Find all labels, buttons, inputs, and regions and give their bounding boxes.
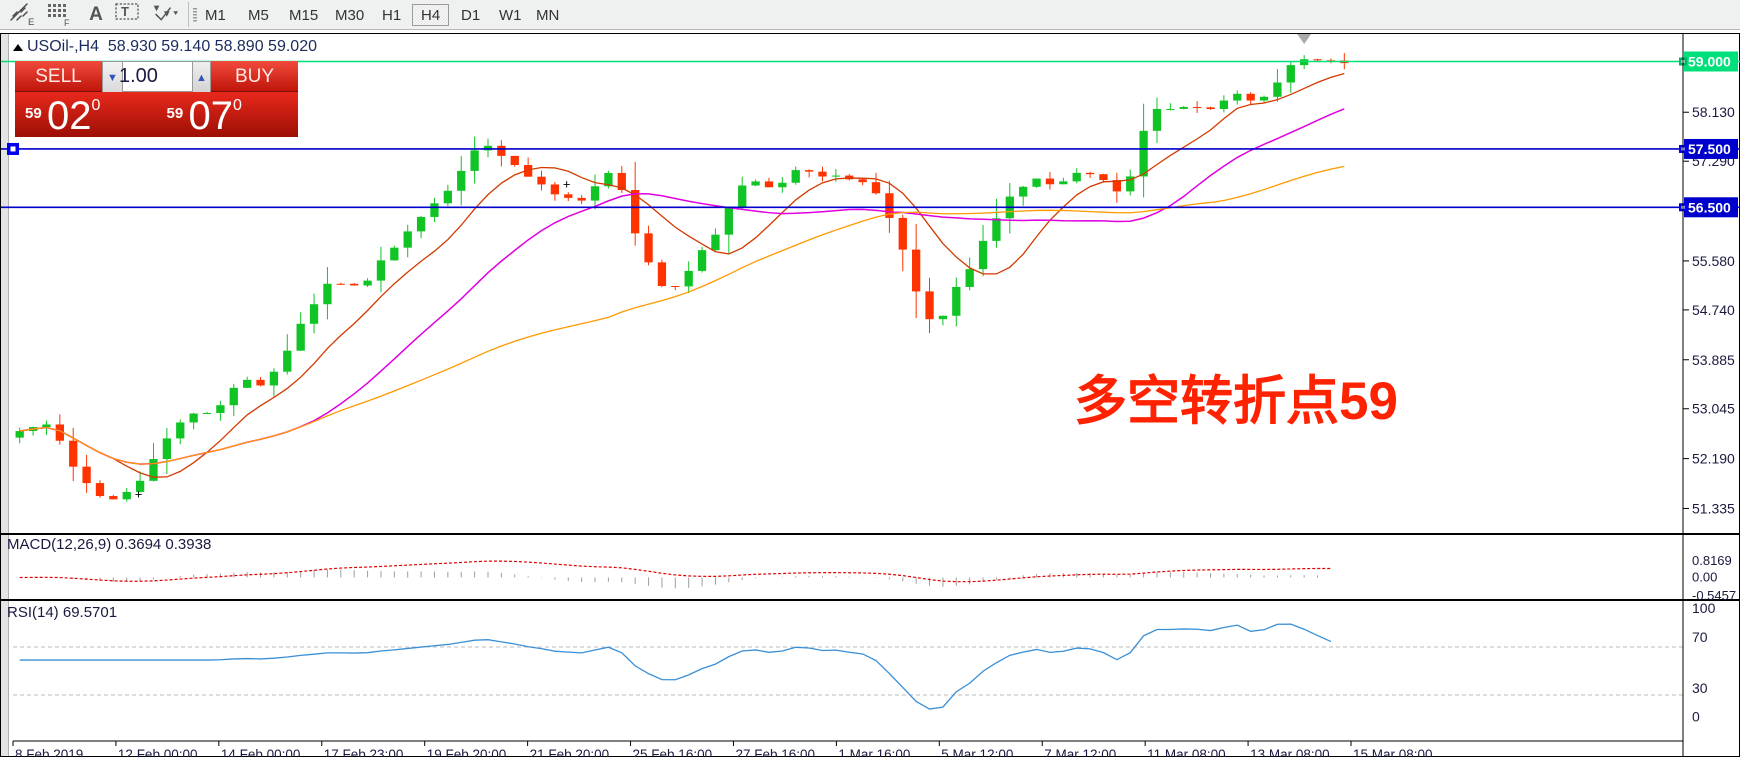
- svg-text:14 Feb 00:00: 14 Feb 00:00: [221, 747, 301, 757]
- svg-text:+: +: [563, 177, 571, 192]
- svg-text:11 Mar 08:00: 11 Mar 08:00: [1147, 747, 1226, 757]
- svg-text:MACD(12,26,9) 0.3694 0.3938: MACD(12,26,9) 0.3694 0.3938: [7, 536, 211, 553]
- svg-text:17 Feb 23:00: 17 Feb 23:00: [324, 747, 404, 757]
- svg-text:+: +: [135, 486, 143, 501]
- svg-text:51.335: 51.335: [1692, 500, 1735, 516]
- svg-text:53.045: 53.045: [1692, 401, 1735, 417]
- svg-text:21 Feb 20:00: 21 Feb 20:00: [530, 747, 610, 757]
- svg-text:多空转折点59: 多空转折点59: [1074, 372, 1398, 431]
- svg-text:T: T: [121, 4, 129, 19]
- svg-text:0.00: 0.00: [1692, 570, 1717, 585]
- svg-text:19 Feb 20:00: 19 Feb 20:00: [427, 747, 507, 757]
- svg-text:100: 100: [1692, 601, 1716, 616]
- svg-text:54.740: 54.740: [1692, 302, 1735, 318]
- svg-text:27 Feb 16:00: 27 Feb 16:00: [735, 747, 815, 757]
- svg-text:13 Mar 08:00: 13 Mar 08:00: [1250, 747, 1330, 757]
- svg-text:RSI(14) 69.5701: RSI(14) 69.5701: [7, 604, 117, 621]
- svg-text:55.580: 55.580: [1692, 253, 1735, 269]
- svg-text:8 Feb 2019: 8 Feb 2019: [15, 747, 83, 757]
- svg-text:53.885: 53.885: [1692, 352, 1735, 368]
- svg-text:0: 0: [1692, 709, 1700, 725]
- svg-text:56.500: 56.500: [1688, 199, 1731, 215]
- svg-text:59.000: 59.000: [1688, 53, 1731, 69]
- svg-text:30: 30: [1692, 680, 1708, 696]
- svg-text:12 Feb 00:00: 12 Feb 00:00: [118, 747, 198, 757]
- svg-text:58.130: 58.130: [1692, 104, 1735, 120]
- svg-text:E: E: [28, 17, 34, 27]
- svg-text:70: 70: [1692, 629, 1708, 645]
- svg-text:7 Mar 12:00: 7 Mar 12:00: [1044, 747, 1116, 757]
- svg-text:25 Feb 16:00: 25 Feb 16:00: [633, 747, 713, 757]
- svg-text:52.190: 52.190: [1692, 451, 1735, 467]
- svg-text:5 Mar 12:00: 5 Mar 12:00: [941, 747, 1013, 757]
- svg-text:57.500: 57.500: [1688, 141, 1731, 157]
- svg-text:F: F: [64, 18, 70, 27]
- svg-text:15 Mar 08:00: 15 Mar 08:00: [1353, 747, 1433, 757]
- svg-text:0.8169: 0.8169: [1692, 553, 1732, 568]
- svg-text:1 Mar 16:00: 1 Mar 16:00: [838, 747, 910, 757]
